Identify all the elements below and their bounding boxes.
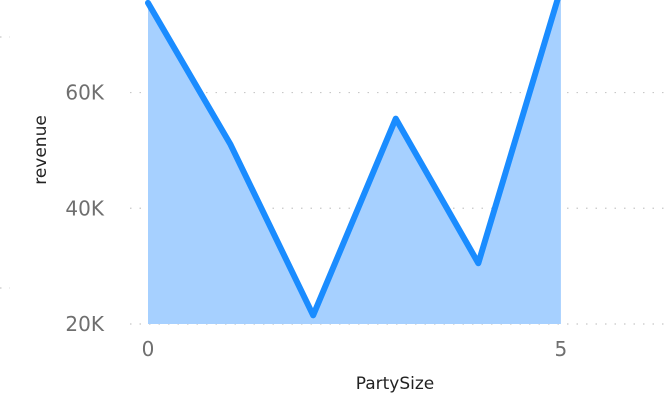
y-tick-label: 20K: [65, 312, 104, 336]
data-point: [393, 116, 399, 122]
series-line: [145, 0, 561, 319]
y-tick-label: 40K: [65, 196, 104, 220]
series-area-fill: [148, 0, 561, 324]
data-point: [145, 0, 151, 6]
y-axis-ticks: 20K 40K 60K: [65, 81, 104, 336]
line-series: [145, 0, 561, 319]
x-tick-label: 0: [142, 337, 155, 361]
x-tick-label: 5: [555, 337, 568, 361]
gridlines: [0, 36, 667, 325]
y-tick-label: 60K: [65, 81, 104, 105]
x-axis-title: PartySize: [356, 374, 435, 394]
data-point: [228, 142, 234, 148]
area-series: [148, 0, 561, 324]
data-point: [310, 312, 316, 318]
y-axis-title: revenue: [31, 115, 51, 185]
data-point: [475, 260, 481, 266]
